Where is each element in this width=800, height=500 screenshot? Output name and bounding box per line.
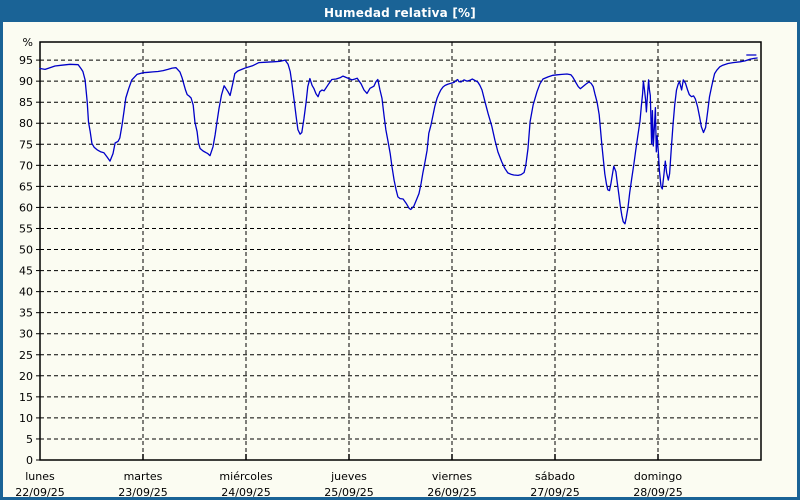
svg-text:15: 15 xyxy=(19,391,33,404)
svg-text:90: 90 xyxy=(19,75,33,88)
day-name-label: viernes xyxy=(432,470,472,483)
day-name-label: domingo xyxy=(634,470,682,483)
x-day-labels: lunes 22/09/25 martes 23/09/25 miércoles 24/0… xyxy=(15,470,682,497)
svg-text:25: 25 xyxy=(19,349,33,362)
svg-text:55: 55 xyxy=(19,222,33,235)
svg-text:35: 35 xyxy=(19,307,33,320)
svg-text:75: 75 xyxy=(19,138,33,151)
day-name-label: sábado xyxy=(535,470,575,483)
day-date-label: 26/09/25 xyxy=(427,486,476,497)
chart-titlebar: Humedad relativa [%] xyxy=(3,3,797,22)
svg-text:10: 10 xyxy=(19,412,33,425)
day-name-label: jueves xyxy=(330,470,367,483)
day-date-label: 25/09/25 xyxy=(324,486,373,497)
chart-title: Humedad relativa [%] xyxy=(324,5,476,20)
y-axis-unit-label: % xyxy=(23,36,33,49)
svg-text:5: 5 xyxy=(26,433,33,446)
chart-area: 0 5 10 15 20 25 30 35 40 45 50 55 60 65 70 75 80 85 90 95% l… xyxy=(3,22,797,497)
day-name-label: lunes xyxy=(25,470,55,483)
Humedad relativa-line xyxy=(39,57,758,225)
svg-text:85: 85 xyxy=(19,96,33,109)
day-date-label: 22/09/25 xyxy=(15,486,64,497)
humidity-line-chart: 0 5 10 15 20 25 30 35 40 45 50 55 60 65 70 75 80 85 90 95% l… xyxy=(15,36,762,497)
svg-text:45: 45 xyxy=(19,265,33,278)
day-date-label: 27/09/25 xyxy=(530,486,579,497)
svg-text:50: 50 xyxy=(19,244,33,257)
x-gridlines xyxy=(142,42,659,460)
svg-text:80: 80 xyxy=(19,117,33,130)
day-date-label: 23/09/25 xyxy=(118,486,167,497)
plot-frame xyxy=(39,41,762,461)
day-name-label: martes xyxy=(124,470,163,483)
y-tick-labels: 0 5 10 15 20 25 30 35 40 45 50 55 60 65 70 75 80 85 90 95% xyxy=(19,36,33,467)
day-date-label: 28/09/25 xyxy=(633,486,682,497)
svg-text:0: 0 xyxy=(26,454,33,467)
svg-text:40: 40 xyxy=(19,286,33,299)
svg-text:30: 30 xyxy=(19,328,33,341)
day-date-label: 24/09/25 xyxy=(221,486,270,497)
svg-text:60: 60 xyxy=(19,201,33,214)
day-name-label: miércoles xyxy=(219,470,272,483)
svg-text:70: 70 xyxy=(19,159,33,172)
y-gridlines xyxy=(36,59,761,461)
svg-text:20: 20 xyxy=(19,370,33,383)
svg-text:65: 65 xyxy=(19,180,33,193)
svg-text:95: 95 xyxy=(19,54,33,67)
